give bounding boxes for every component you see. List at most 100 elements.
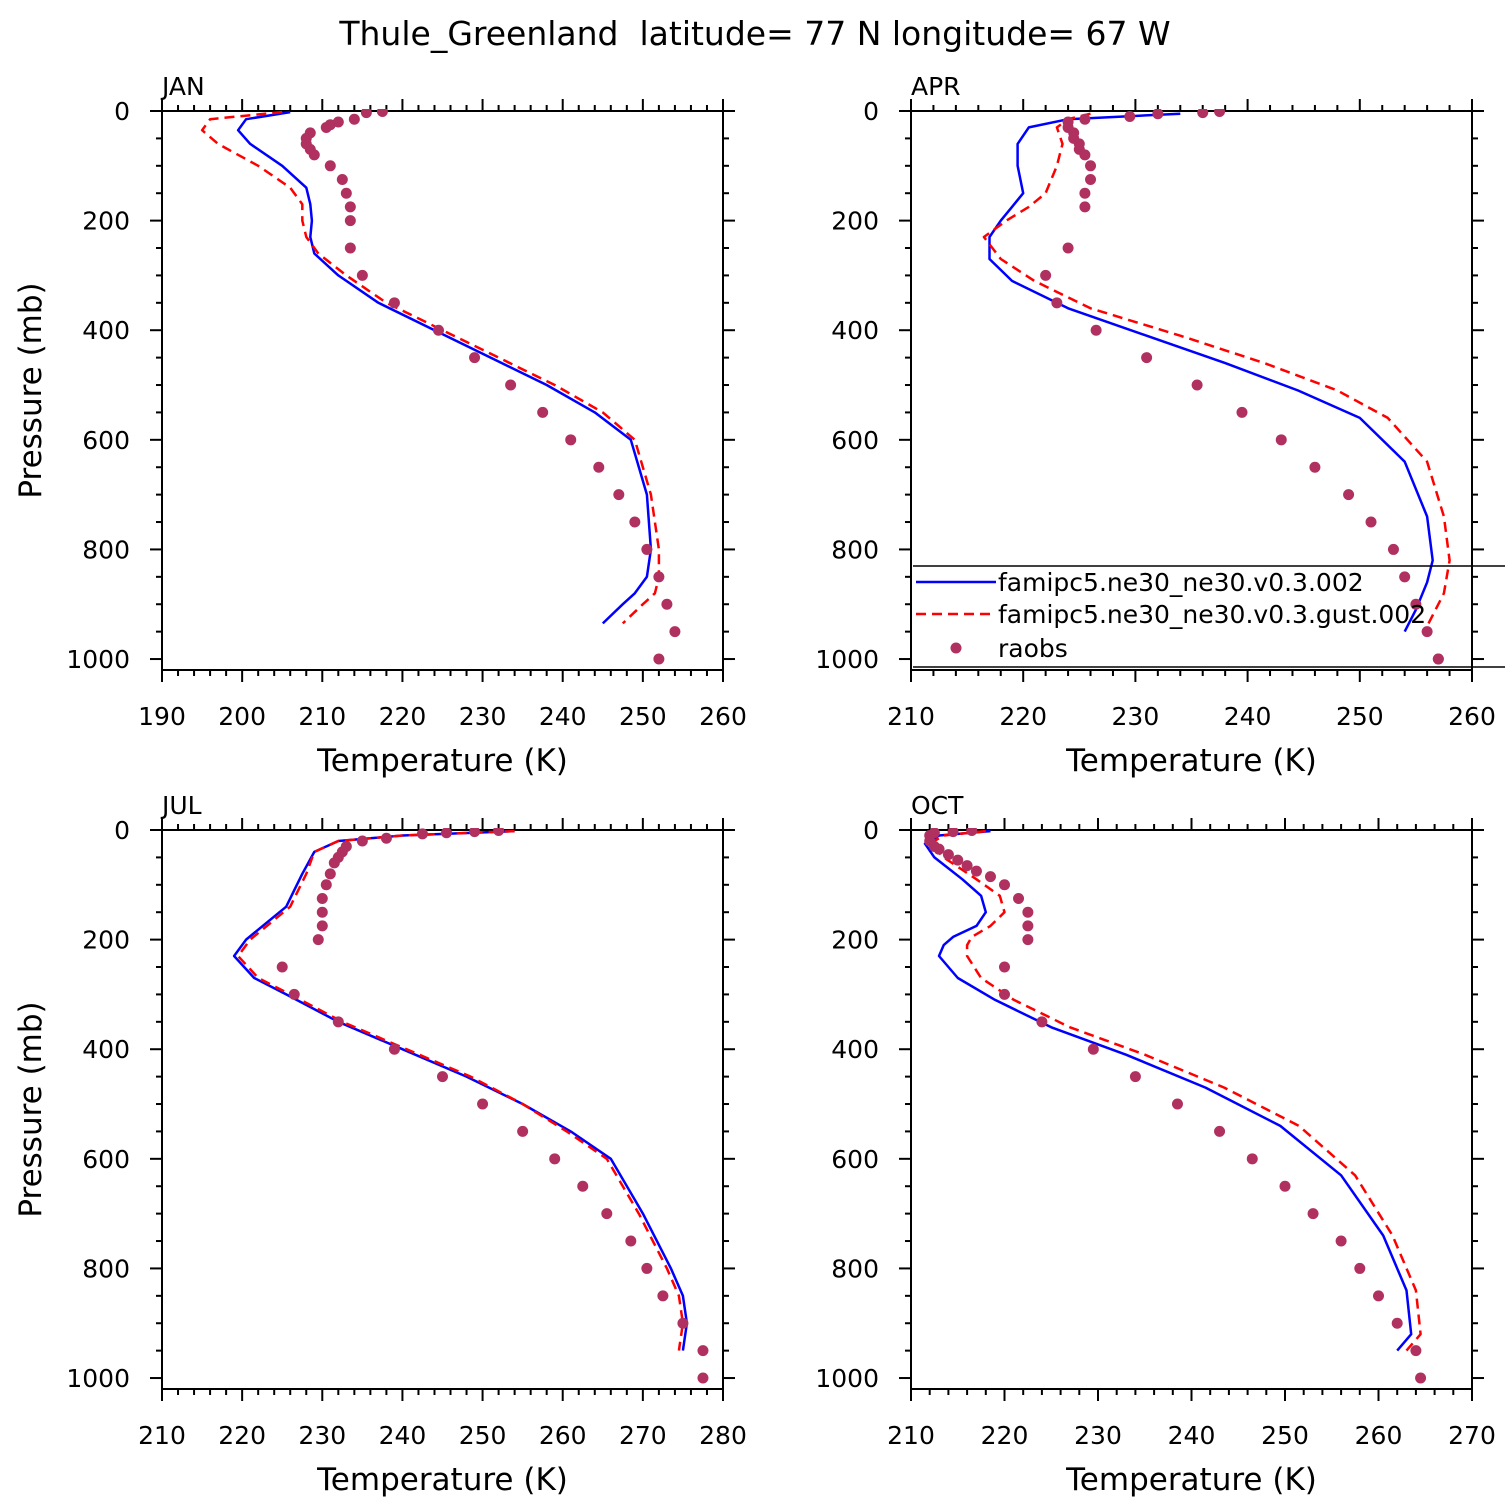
- series-group: [200, 109, 681, 665]
- raobs-point: [657, 1290, 669, 1302]
- x-tick-label: 280: [699, 1421, 747, 1450]
- raobs-point: [942, 849, 954, 861]
- panel-jul: 210 220 230 240 250 260 270 280 0 200 400 600 800 100…: [13, 791, 747, 1498]
- y-tick-label: 200: [82, 207, 130, 236]
- series-group: [982, 109, 1451, 665]
- plot-frame: [161, 110, 724, 671]
- x-tick-label: 230: [1112, 702, 1160, 731]
- raobs-point: [970, 865, 982, 877]
- raobs-point: [356, 269, 368, 281]
- y-tick-label: 400: [82, 316, 130, 345]
- x-tick-label: 240: [1224, 702, 1272, 731]
- x-tick-label: 210: [298, 702, 346, 731]
- x-tick-label: 220: [218, 1421, 266, 1450]
- raobs-point: [1013, 893, 1025, 905]
- x-tick-label: 210: [887, 702, 935, 731]
- y-tick-label: 600: [82, 1145, 130, 1174]
- y-tick-label: 1000: [815, 645, 879, 674]
- raobs-point: [344, 201, 356, 213]
- raobs-point: [1051, 297, 1063, 309]
- raobs-point: [952, 854, 964, 866]
- raobs-point: [1410, 598, 1422, 610]
- raobs-point: [380, 832, 392, 844]
- x-tick-label: 270: [619, 1421, 667, 1450]
- raobs-point: [999, 988, 1010, 1000]
- raobs-point: [549, 1153, 561, 1165]
- raobs-point: [999, 879, 1010, 891]
- raobs-point: [1421, 626, 1433, 638]
- raobs-point: [625, 1235, 637, 1247]
- raobs-point: [537, 406, 549, 418]
- x-tick-label: 230: [1074, 1421, 1122, 1450]
- raobs-point: [1387, 543, 1399, 555]
- raobs-point: [601, 1208, 613, 1220]
- x-tick-label: 250: [619, 702, 667, 731]
- y-tick-label: 200: [831, 207, 879, 236]
- raobs-point: [1307, 1208, 1319, 1220]
- raobs-point: [320, 879, 332, 891]
- x-tick-label: 250: [459, 1421, 507, 1450]
- x-tick-label: 240: [379, 1421, 427, 1450]
- raobs-point: [641, 543, 653, 555]
- x-tick-label: 190: [138, 702, 186, 731]
- raobs-point: [332, 1016, 344, 1028]
- raobs-point: [1354, 1262, 1366, 1274]
- raobs-point: [1391, 1317, 1403, 1329]
- raobs-point: [1214, 109, 1226, 118]
- raobs-point: [1040, 269, 1052, 281]
- y-tick-label: 1000: [66, 1364, 130, 1393]
- raobs-point: [1197, 109, 1209, 119]
- model-series-line: [923, 829, 1413, 1352]
- y-tick-label: 0: [114, 816, 130, 845]
- plot-frame: [910, 110, 1473, 671]
- legend-label: famipc5.ne30_ne30.v0.3.002: [998, 568, 1364, 597]
- gust-series-line: [236, 829, 685, 1351]
- raobs-point: [565, 434, 577, 446]
- raobs-point: [961, 860, 973, 872]
- raobs-point: [933, 843, 945, 855]
- raobs-point: [1022, 920, 1034, 932]
- panel-title: OCT: [911, 791, 964, 820]
- y-tick-label: 200: [82, 926, 130, 955]
- plot-frame: [161, 829, 724, 1390]
- raobs-point: [344, 215, 356, 227]
- raobs-point: [1373, 1290, 1384, 1302]
- raobs-point: [517, 1125, 529, 1137]
- raobs-point: [1079, 187, 1091, 199]
- raobs-point: [388, 297, 400, 309]
- y-tick-label: 800: [82, 535, 130, 564]
- x-axis-label: Temperature (K): [316, 1462, 568, 1498]
- x-tick-label: 220: [981, 1421, 1029, 1450]
- raobs-point: [276, 961, 288, 973]
- raobs-point: [999, 961, 1010, 973]
- raobs-point: [505, 379, 517, 391]
- model-series-line: [232, 829, 689, 1351]
- y-tick-label: 400: [831, 316, 879, 345]
- raobs-point: [593, 461, 605, 473]
- raobs-point: [1022, 934, 1034, 946]
- raobs-point: [316, 893, 328, 905]
- raobs-point: [320, 121, 332, 133]
- raobs-point: [947, 828, 959, 838]
- y-tick-label: 0: [863, 97, 879, 126]
- raobs-point: [477, 1098, 489, 1110]
- x-tick-label: 230: [298, 1421, 346, 1450]
- raobs-point: [308, 149, 320, 161]
- y-tick-label: 1000: [815, 1364, 879, 1393]
- raobs-point: [1279, 1180, 1291, 1192]
- gust-series-line: [928, 829, 1422, 1352]
- panel-jan: 190 200 210 220 230 240 250 260 0 200 400 600 800 100…: [13, 72, 747, 779]
- raobs-point: [1246, 1153, 1258, 1165]
- raobs-point: [1152, 109, 1164, 120]
- legend-label: famipc5.ne30_ne30.v0.3.gust.002: [998, 600, 1426, 629]
- raobs-point: [1214, 1125, 1226, 1137]
- legend-label: raobs: [998, 634, 1068, 663]
- y-tick-label: 800: [831, 1254, 879, 1283]
- raobs-point: [328, 857, 340, 869]
- raobs-point: [677, 1317, 689, 1329]
- model-series-line: [236, 110, 653, 625]
- panel-title: JAN: [160, 72, 205, 101]
- raobs-point: [577, 1180, 589, 1192]
- x-tick-label: 220: [999, 702, 1047, 731]
- raobs-point: [469, 828, 481, 838]
